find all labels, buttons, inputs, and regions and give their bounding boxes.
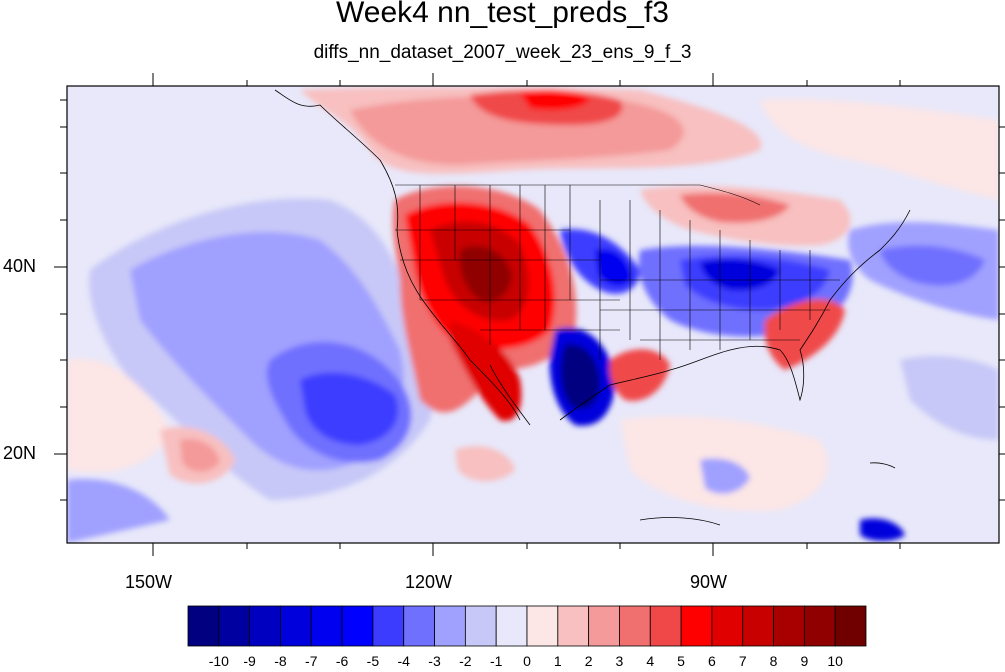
state-borders [395,184,840,360]
colorbar-swatch [495,605,528,647]
colorbar-swatch [464,605,497,647]
colorbar-swatch [649,605,682,647]
colorbar-tick-label: -4 [397,653,410,669]
colorbar-tick-label: 3 [615,653,624,669]
anomaly-field [67,86,999,543]
colorbar-swatch [773,605,805,647]
colorbar-swatch [280,605,312,647]
colorbar-tick-label: 9 [800,653,809,669]
colorbar-tick-label: -7 [305,653,318,669]
colorbar-tick-label: -6 [335,653,349,669]
colorbar-tick-label: 7 [738,653,747,669]
colorbar-swatch [742,605,774,647]
colorbar-tick-label: -2 [459,653,472,669]
colorbar-tick-label: 2 [584,653,593,669]
x-tick-label-120w: 120W [405,572,453,592]
tick-marks [54,73,1005,556]
colorbar-tick-label: 1 [553,653,562,669]
colorbar-swatch [341,605,374,647]
colorbar-tick-label: 8 [769,653,778,669]
colorbar-swatch [403,605,435,647]
chart-title: Week4 nn_test_preds_f3 [335,0,669,29]
colorbar-swatch [680,605,713,647]
y-tick-label-20n: 20N [3,443,37,463]
colorbar-tick-label: -3 [428,653,441,669]
colorbar-swatch [372,605,405,647]
colorbar-tick-label: 5 [677,653,685,669]
colorbar-swatch [526,605,559,647]
colorbar-swatch [711,605,744,647]
colorbar-tick-label: 10 [827,653,843,669]
colorbar-swatch [803,605,836,647]
colorbar-tick-label: 6 [708,653,716,669]
x-tick-label-90w: 90W [690,572,728,592]
colorbar-swatch [218,605,251,647]
colorbar-tick-label: -8 [274,653,287,669]
x-tick-label-150w: 150W [125,572,173,592]
colorbar-swatch [310,605,343,647]
colorbar-swatch [619,605,651,647]
colorbar-tick-label: -9 [243,653,256,669]
colorbar-swatch [557,605,590,647]
colorbar-swatch [834,605,867,647]
colorbar-swatch [434,605,466,647]
colorbar-tick-label: -5 [366,653,380,669]
colorbar-tick-label: 0 [523,653,531,669]
colorbar [187,605,867,647]
colorbar-tick-label: -1 [489,653,503,669]
y-tick-label-40n: 40N [3,256,37,276]
colorbar-tick-label: 4 [646,653,655,669]
colorbar-swatch [588,605,620,647]
colorbar-swatch [187,605,220,647]
colorbar-tick-label: -10 [208,653,229,669]
colorbar-swatch [249,605,281,647]
chart-subtitle: diffs_nn_dataset_2007_week_23_ens_9_f_3 [313,42,692,63]
